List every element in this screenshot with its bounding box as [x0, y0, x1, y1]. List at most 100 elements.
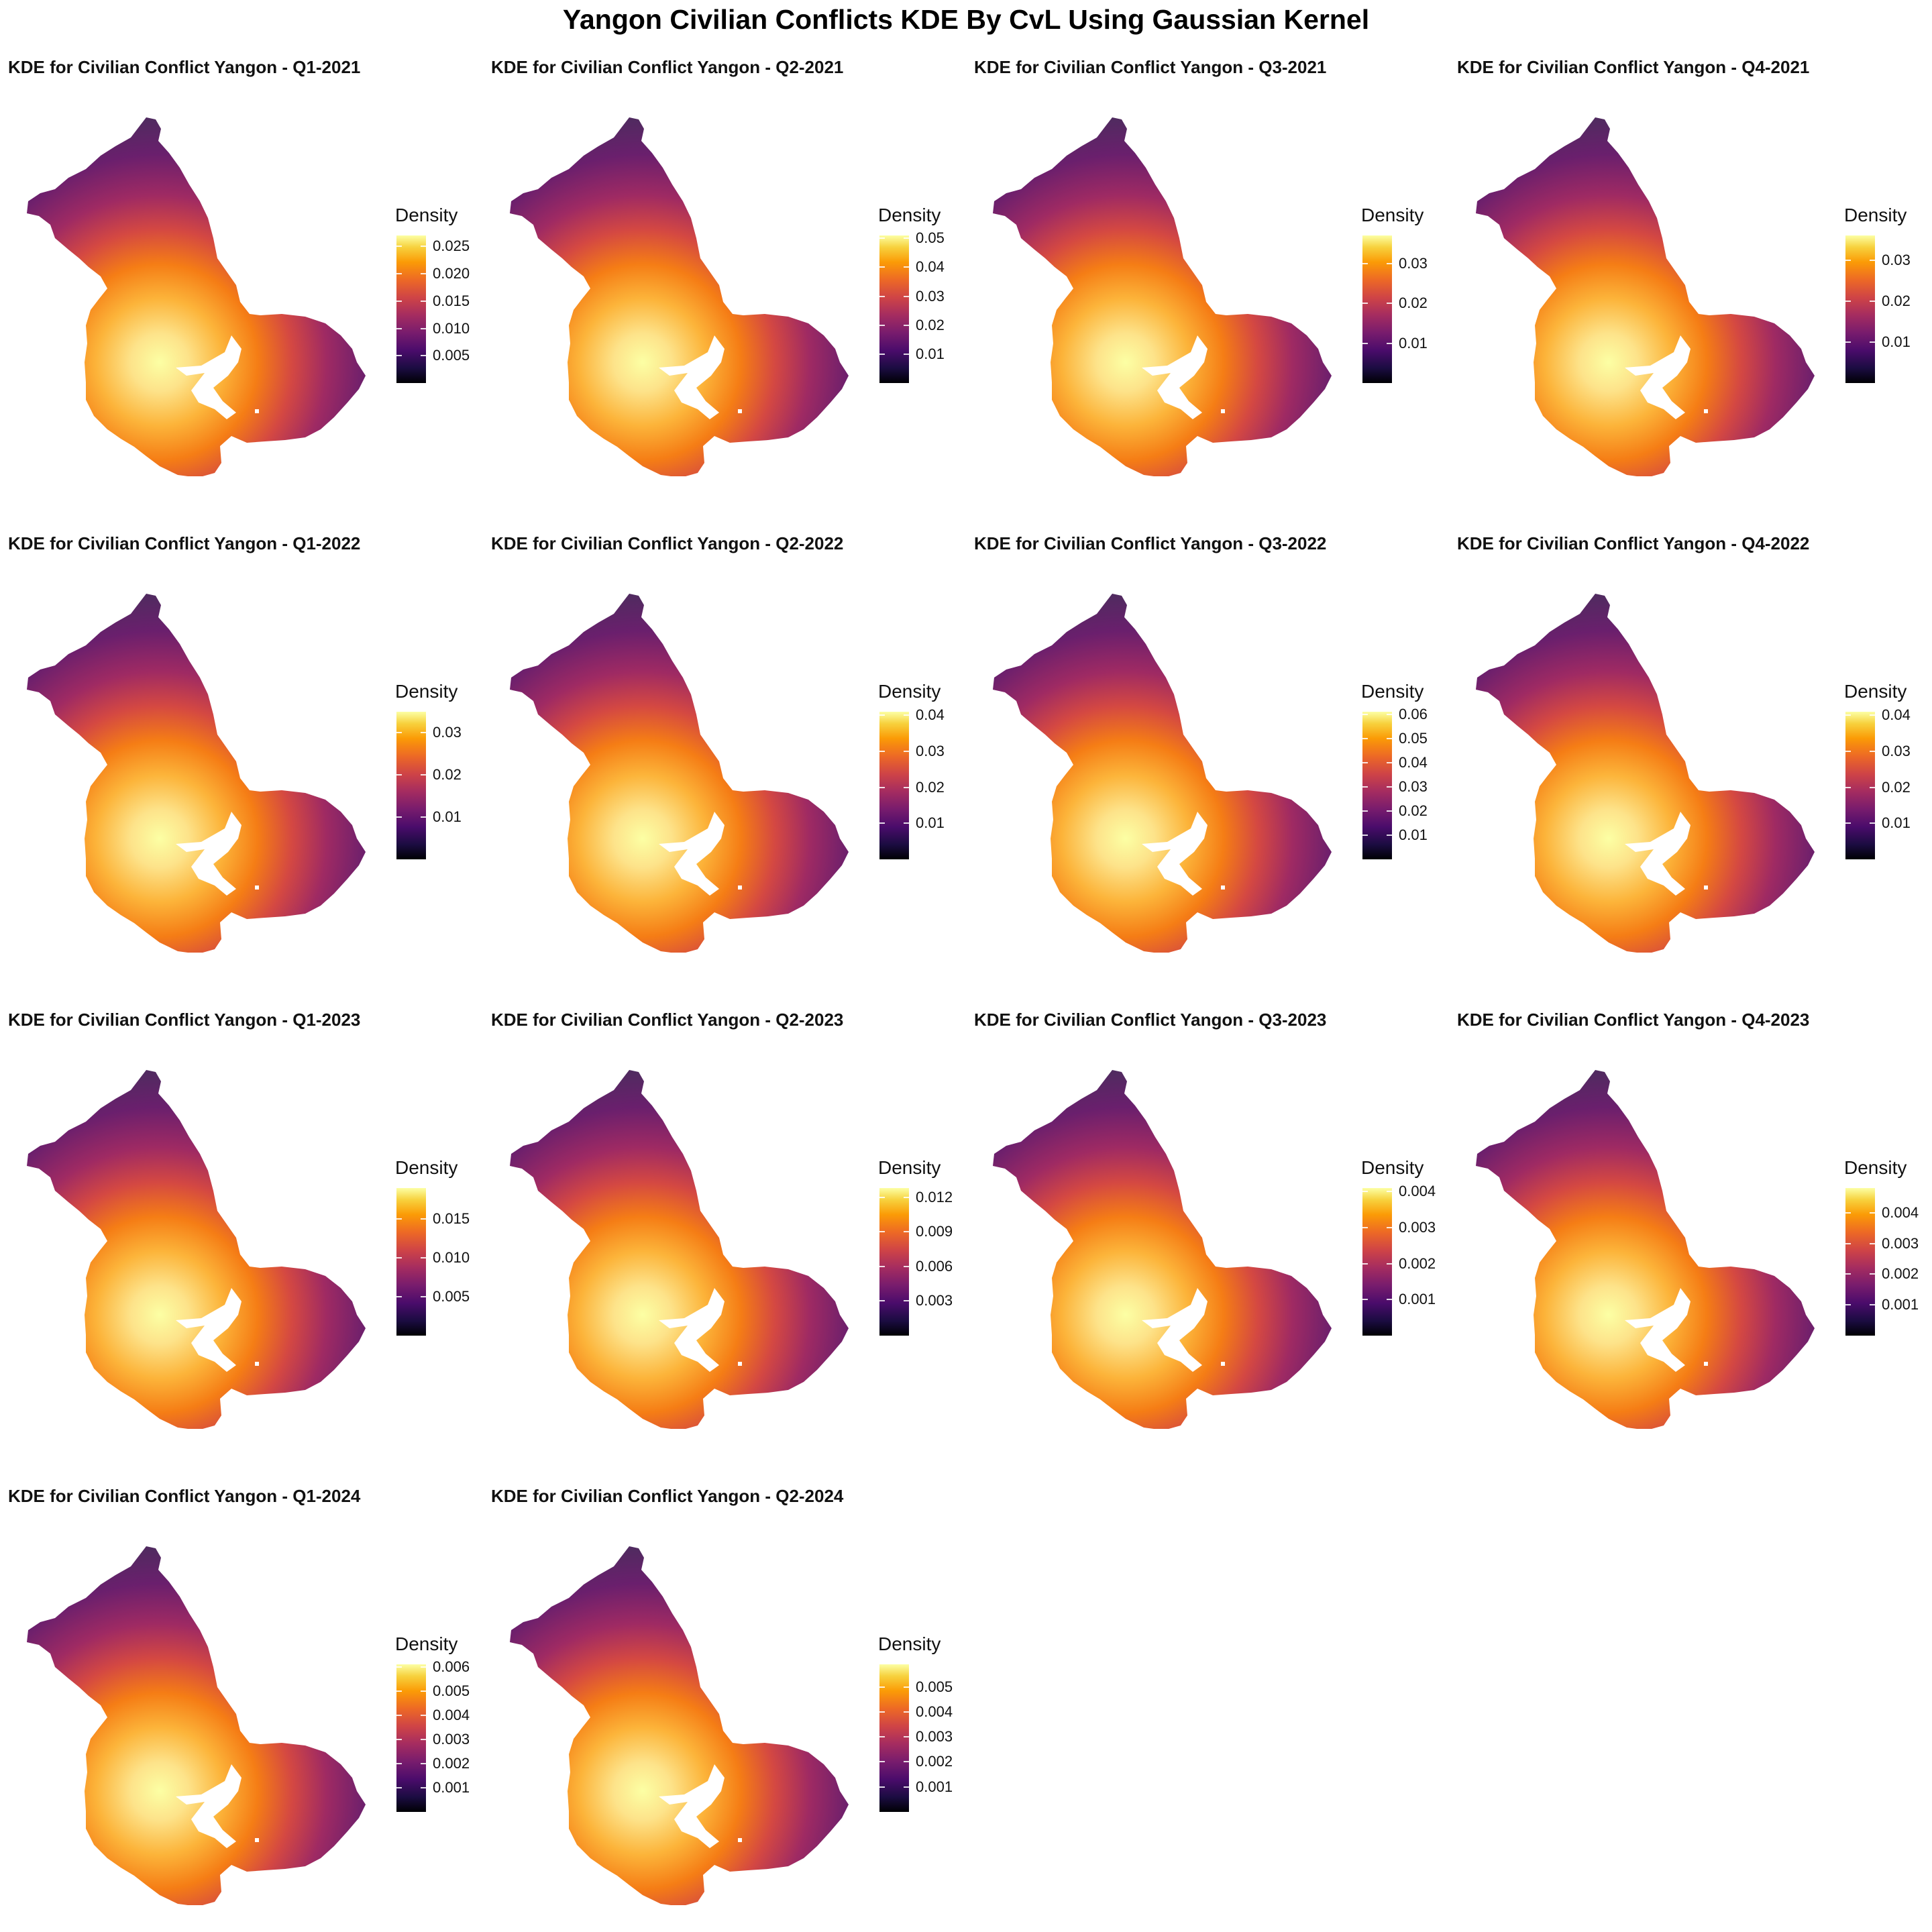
density-legend: Density 0.01 0.02 0.03 [1358, 205, 1446, 406]
yangon-region [993, 1070, 1332, 1429]
colorbar-tick [396, 1714, 402, 1716]
density-legend: Density 0.005 0.010 0.015 0.020 0.025 [392, 205, 480, 406]
colorbar-tick-label: 0.01 [916, 345, 945, 362]
colorbar-tick [1362, 1191, 1368, 1193]
yangon-region [27, 1070, 366, 1429]
kde-map [510, 117, 849, 476]
colorbar-tick [1362, 834, 1368, 836]
density-legend: Density 0.001 0.002 0.003 0.004 [1841, 1157, 1929, 1358]
kde-panel: KDE for Civilian Conflict Yangon - Q2-20… [483, 476, 966, 953]
colorbar-tick [904, 1265, 909, 1267]
colorbar-tick-label: 0.002 [433, 1754, 470, 1772]
colorbar-tick [904, 1786, 909, 1788]
colorbar-tick-label: 0.04 [916, 258, 945, 276]
river [1625, 335, 1690, 419]
colorbar-tick-label: 0.03 [916, 743, 945, 760]
colorbar-tick [879, 786, 885, 788]
legend-title: Density [395, 1157, 458, 1178]
colorbar-tick-label: 0.05 [1399, 729, 1428, 747]
colorbar-tick [396, 273, 402, 275]
colorbar-tick [1387, 262, 1392, 264]
colorbar-tick [1845, 1212, 1851, 1214]
kde-panel: KDE for Civilian Conflict Yangon - Q1-20… [0, 476, 483, 953]
colorbar-tick [904, 1761, 909, 1763]
colorbar-tick [904, 324, 909, 326]
colorbar-tick-label: 0.015 [433, 1210, 470, 1228]
colorbar-tick [1870, 259, 1875, 261]
colorbar-tick [1362, 786, 1368, 788]
legend-title: Density [395, 1633, 458, 1654]
colorbar-tick [1362, 713, 1368, 715]
colorbar-tick-label: 0.005 [433, 1682, 470, 1699]
colorbar-tick [421, 273, 426, 275]
colorbar-tick [879, 1786, 885, 1788]
colorbar-tick-label: 0.03 [433, 724, 462, 741]
colorbar-tick [879, 1265, 885, 1267]
kde-map [993, 117, 1332, 476]
colorbar-tick-label: 0.012 [916, 1188, 953, 1205]
colorbar-tick [421, 1296, 426, 1298]
legend-title: Density [1844, 205, 1907, 225]
colorbar-tick [904, 1736, 909, 1738]
colorbar-tick [421, 1257, 426, 1259]
colorbar-tick [1387, 810, 1392, 812]
colorbar-tick [1870, 714, 1875, 716]
colorbar-tick [904, 1231, 909, 1233]
river [176, 1288, 241, 1372]
colorbar-tick [1870, 1242, 1875, 1244]
density-legend: Density 0.005 0.010 0.015 [392, 1157, 480, 1358]
colorbar-tick-label: 0.01 [1882, 814, 1911, 832]
panel-title: KDE for Civilian Conflict Yangon - Q3-20… [974, 1010, 1327, 1030]
colorbar-tick [1870, 822, 1875, 824]
colorbar-tick [1362, 262, 1368, 264]
gap-marker [255, 409, 259, 413]
colorbar-tick [904, 237, 909, 239]
density-legend: Density 0.001 0.002 0.003 0.004 0.005 0.006 [392, 1633, 480, 1835]
kde-map [510, 1070, 849, 1429]
legend-title: Density [878, 205, 941, 225]
kde-map [510, 1546, 849, 1905]
colorbar [396, 235, 426, 383]
colorbar-tick-label: 0.02 [1399, 294, 1428, 312]
colorbar-tick-label: 0.01 [1399, 334, 1428, 352]
gap-marker [255, 1838, 259, 1842]
colorbar-tick-label: 0.02 [1882, 778, 1911, 796]
colorbar-tick [396, 300, 402, 302]
gap-marker [738, 409, 742, 413]
colorbar-tick-label: 0.03 [916, 287, 945, 305]
colorbar-tick [879, 353, 885, 355]
colorbar-tick-label: 0.02 [916, 778, 945, 796]
colorbar-tick [1870, 341, 1875, 343]
colorbar-tick [396, 1218, 402, 1220]
colorbar-tick [1387, 1191, 1392, 1193]
colorbar-tick [1845, 822, 1851, 824]
colorbar-tick [1870, 1273, 1875, 1275]
colorbar-tick [904, 822, 909, 824]
colorbar-tick-label: 0.003 [1399, 1219, 1436, 1236]
colorbar-tick [396, 1762, 402, 1764]
gap-marker [1221, 1362, 1225, 1366]
colorbar-tick-label: 0.003 [916, 1292, 953, 1309]
colorbar-tick [1845, 714, 1851, 716]
gap-marker [255, 885, 259, 890]
colorbar-tick-label: 0.025 [433, 237, 470, 255]
density-legend: Density 0.01 0.02 0.03 [392, 681, 480, 882]
colorbar-tick [1870, 1304, 1875, 1306]
gap-marker [1221, 409, 1225, 413]
colorbar-tick [396, 1257, 402, 1259]
colorbar-tick [879, 1300, 885, 1302]
legend-title: Density [1844, 1157, 1907, 1178]
colorbar-tick [421, 774, 426, 776]
colorbar-tick [879, 295, 885, 297]
colorbar-tick [879, 751, 885, 753]
colorbar-tick [396, 1690, 402, 1692]
colorbar-tick [1362, 1227, 1368, 1229]
colorbar-tick [1845, 259, 1851, 261]
gap-marker [1704, 885, 1708, 890]
kde-map [27, 1070, 366, 1429]
density-legend: Density 0.001 0.002 0.003 0.004 [1358, 1157, 1446, 1358]
density-legend: Density 0.01 0.02 0.03 0.04 [875, 681, 963, 882]
colorbar-tick [1387, 761, 1392, 763]
colorbar-tick-label: 0.02 [433, 766, 462, 784]
kde-panel: KDE for Civilian Conflict Yangon - Q4-20… [1449, 476, 1932, 953]
